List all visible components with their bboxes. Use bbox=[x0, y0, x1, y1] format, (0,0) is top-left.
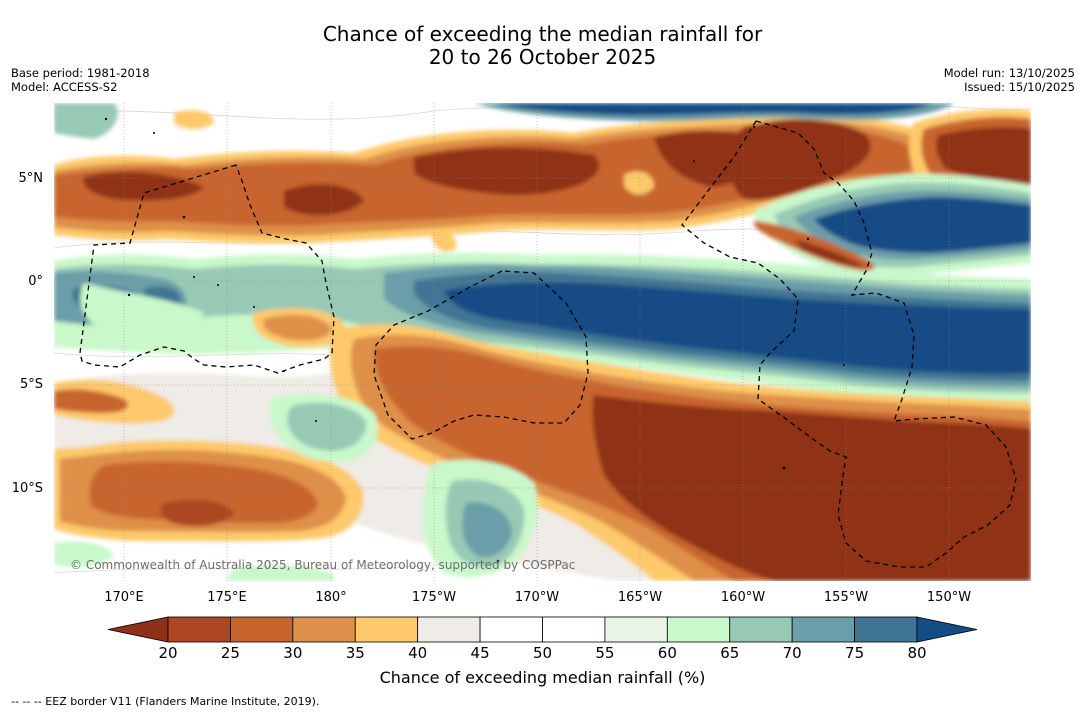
lon-label-160w: 160°W bbox=[720, 590, 766, 605]
colorbar-segment-35-40 bbox=[354, 616, 419, 643]
colorbar-segment-30-35 bbox=[292, 616, 356, 643]
map-title-line-2: 20 to 26 October 2025 bbox=[428, 45, 657, 69]
metadata-left: Base period: 1981-2018 Model: ACCESS-S2 bbox=[11, 66, 150, 94]
colorbar-segment-50-55 bbox=[542, 616, 606, 643]
lat-label-5s: 5°S bbox=[19, 377, 43, 392]
colorbar-tick-75: 75 bbox=[845, 644, 865, 662]
lon-label-150w: 150°W bbox=[926, 590, 972, 605]
eez-legend-note: -- -- -- EEZ border V11 (Flanders Marine… bbox=[11, 695, 320, 708]
colorbar-tick-55: 55 bbox=[595, 644, 615, 662]
base-period: Base period: 1981-2018 bbox=[11, 66, 150, 80]
colorbar-segment-25-30 bbox=[230, 616, 294, 643]
copyright-credit: © Commonwealth of Australia 2025, Bureau… bbox=[70, 558, 576, 572]
eez-borders bbox=[79, 120, 1017, 568]
lon-label-155w: 155°W bbox=[823, 590, 869, 605]
lon-label-170w: 170°W bbox=[514, 590, 560, 605]
lat-label-10s: 10°S bbox=[11, 481, 43, 496]
colorbar-segment-55-60 bbox=[604, 616, 668, 643]
graticule bbox=[54, 103, 1031, 581]
colorbar-segment-45-50 bbox=[479, 616, 543, 643]
colorbar-segment-60-65 bbox=[666, 616, 731, 643]
colorbar-tick-30: 30 bbox=[283, 644, 303, 662]
colorbar-tick-70: 70 bbox=[782, 644, 802, 662]
metadata-right: Model run: 13/10/2025 Issued: 15/10/2025 bbox=[944, 66, 1075, 94]
colorbar-extend-low bbox=[107, 616, 169, 643]
colorbar-tick-60: 60 bbox=[657, 644, 677, 662]
colorbar-segment-40-45 bbox=[417, 616, 481, 643]
colorbar-tick-65: 65 bbox=[720, 644, 740, 662]
rainfall-shading bbox=[54, 103, 1031, 581]
colorbar-tick-20: 20 bbox=[158, 644, 178, 662]
rainfall-map bbox=[54, 103, 1031, 581]
colorbar-tick-45: 45 bbox=[470, 644, 490, 662]
lat-label-0: 0° bbox=[28, 274, 43, 289]
colorbar-tick-35: 35 bbox=[345, 644, 365, 662]
lat-label-5n: 5°N bbox=[18, 171, 44, 186]
colorbar-title: Chance of exceeding median rainfall (%) bbox=[379, 668, 706, 687]
colorbar-tick-80: 80 bbox=[907, 644, 927, 662]
lon-label-180: 180° bbox=[315, 590, 347, 605]
model-run: Model run: 13/10/2025 bbox=[943, 66, 1075, 80]
colorbar-extend-high bbox=[916, 616, 978, 643]
colorbar-tick-25: 25 bbox=[220, 644, 240, 662]
colorbar-segment-75-80 bbox=[854, 616, 918, 643]
colorbar-tick-40: 40 bbox=[408, 644, 428, 662]
lon-label-175w: 175°W bbox=[411, 590, 457, 605]
model-name: Model: ACCESS-S2 bbox=[11, 80, 118, 94]
islands bbox=[104, 117, 845, 563]
colorbar-segment-20-25 bbox=[167, 616, 231, 643]
lon-label-170e: 170°E bbox=[104, 590, 144, 605]
lon-label-165w: 165°W bbox=[617, 590, 663, 605]
colorbar-segment-70-75 bbox=[791, 616, 855, 643]
map-title-line-1: Chance of exceeding the median rainfall … bbox=[322, 22, 763, 46]
colorbar-segment-65-70 bbox=[729, 616, 793, 643]
lon-label-175e: 175°E bbox=[207, 590, 247, 605]
colorbar-tick-50: 50 bbox=[532, 644, 553, 662]
issued-date: Issued: 15/10/2025 bbox=[964, 80, 1075, 94]
